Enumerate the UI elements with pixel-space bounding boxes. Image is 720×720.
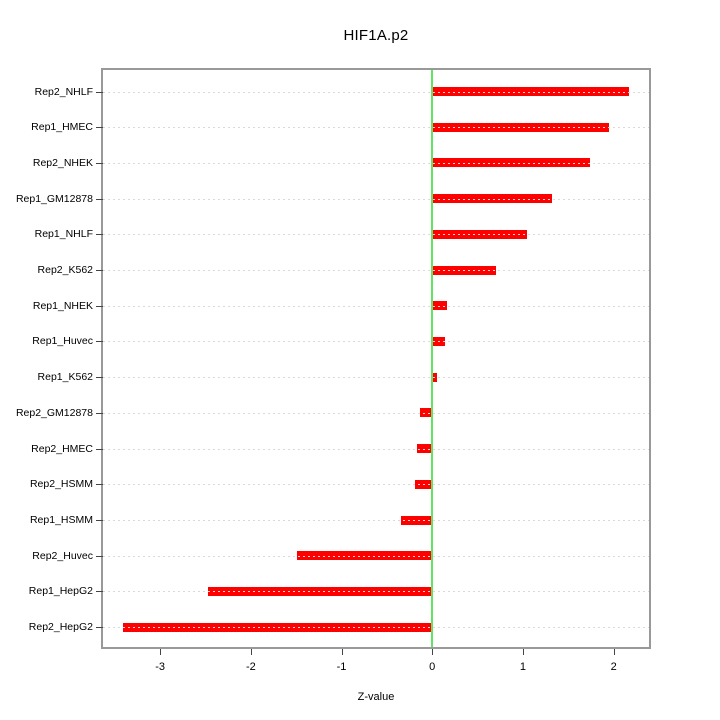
x-tick	[432, 649, 434, 655]
y-tick-label-Rep1_NHLF: Rep1_NHLF	[34, 228, 93, 241]
y-tick-label-Rep2_GM12878: Rep2_GM12878	[15, 406, 93, 419]
grid-line	[103, 627, 649, 629]
x-tick	[613, 649, 615, 655]
y-tick	[96, 91, 103, 93]
y-tick	[96, 341, 103, 343]
y-tick	[96, 591, 103, 593]
y-tick	[96, 555, 103, 557]
x-tick-label-1: 1	[519, 661, 526, 673]
x-tick	[250, 649, 252, 655]
y-tick-label-Rep2_NHEK: Rep2_NHEK	[32, 156, 93, 169]
y-tick	[96, 162, 103, 164]
grid-line	[103, 555, 649, 557]
y-tick-label-Rep2_HMEC: Rep2_HMEC	[31, 442, 93, 455]
grid-line	[103, 127, 649, 129]
plot-area	[101, 68, 651, 649]
y-tick	[96, 305, 103, 307]
grid-line	[103, 162, 649, 164]
y-tick	[96, 448, 103, 450]
y-tick-label-Rep1_HSMM: Rep1_HSMM	[29, 514, 93, 527]
y-tick	[96, 198, 103, 200]
x-tick	[160, 649, 162, 655]
y-tick-label-Rep1_Huvec: Rep1_Huvec	[32, 335, 93, 348]
grid-line	[103, 91, 649, 93]
y-tick	[96, 234, 103, 236]
y-tick	[96, 484, 103, 486]
y-tick	[96, 377, 103, 379]
y-tick-label-Rep2_HepG2: Rep2_HepG2	[28, 621, 93, 634]
y-tick	[96, 127, 103, 129]
grid-line	[103, 270, 649, 272]
y-tick	[96, 270, 103, 272]
grid-line	[103, 520, 649, 522]
y-tick-label-Rep2_K562: Rep2_K562	[37, 264, 93, 277]
grid-line	[103, 591, 649, 593]
y-tick-label-Rep1_HMEC: Rep1_HMEC	[31, 121, 93, 134]
x-tick-label-0: 0	[429, 661, 436, 673]
y-tick	[96, 412, 103, 414]
chart-title: HIF1A.p2	[343, 27, 409, 44]
grid-line	[103, 484, 649, 486]
grid-line	[103, 377, 649, 379]
y-tick	[96, 627, 103, 629]
zero-reference-line	[431, 70, 434, 647]
y-tick-label-Rep2_Huvec: Rep2_Huvec	[32, 549, 93, 562]
grid-line	[103, 412, 649, 414]
grid-line	[103, 305, 649, 307]
y-tick-label-Rep1_GM12878: Rep1_GM12878	[15, 192, 93, 205]
grid-line	[103, 341, 649, 343]
x-tick	[522, 649, 524, 655]
y-tick-label-Rep1_NHEK: Rep1_NHEK	[32, 299, 93, 312]
x-tick-label-2: 2	[610, 661, 617, 673]
y-tick-label-Rep1_K562: Rep1_K562	[37, 371, 93, 384]
x-tick-label--3: -3	[155, 661, 166, 673]
grid-line	[103, 448, 649, 450]
x-tick	[341, 649, 343, 655]
x-tick-label--2: -2	[245, 661, 256, 673]
y-tick-label-Rep2_NHLF: Rep2_NHLF	[34, 85, 93, 98]
grid-line	[103, 198, 649, 200]
x-axis-label: Z-value	[357, 691, 395, 703]
y-tick-label-Rep2_HSMM: Rep2_HSMM	[29, 478, 93, 491]
y-tick	[96, 520, 103, 522]
x-tick-label--1: -1	[336, 661, 347, 673]
y-tick-label-Rep1_HepG2: Rep1_HepG2	[28, 585, 93, 598]
grid-line	[103, 234, 649, 236]
